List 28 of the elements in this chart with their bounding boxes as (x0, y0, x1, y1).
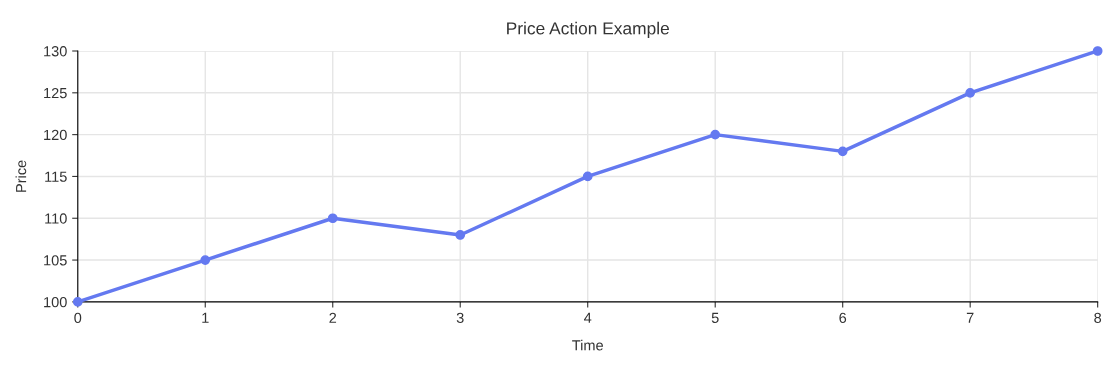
x-tick-label: 1 (202, 312, 209, 323)
x-tick-label: 8 (1094, 312, 1102, 323)
y-tick-label: 120 (44, 129, 67, 141)
y-tick-label: 100 (44, 296, 67, 308)
y-tick-label: 125 (44, 87, 67, 99)
x-tick-label: 0 (74, 312, 82, 323)
x-axis-title: Time (572, 339, 603, 351)
y-tick-label: 105 (44, 255, 67, 266)
point (327, 213, 338, 224)
point (582, 171, 593, 182)
point (455, 230, 466, 240)
x-tick-label: 4 (584, 312, 592, 323)
x-tick-label: 6 (839, 312, 847, 323)
point (1092, 46, 1103, 56)
y-tick-label: 110 (45, 213, 67, 224)
x-tick-label: 5 (711, 312, 719, 323)
y-tick-label: 130 (44, 46, 67, 57)
point (710, 129, 721, 140)
point (837, 146, 848, 157)
point (965, 87, 976, 98)
y-axis-title: Price (15, 160, 27, 192)
point (200, 255, 211, 265)
chart-title: Price Action Example (507, 21, 669, 38)
y-tick-label: 115 (45, 171, 67, 182)
x-tick-label: 2 (329, 312, 337, 323)
x-tick-label: 7 (966, 312, 974, 323)
x-tick-label: 3 (456, 312, 464, 323)
point (72, 297, 83, 307)
